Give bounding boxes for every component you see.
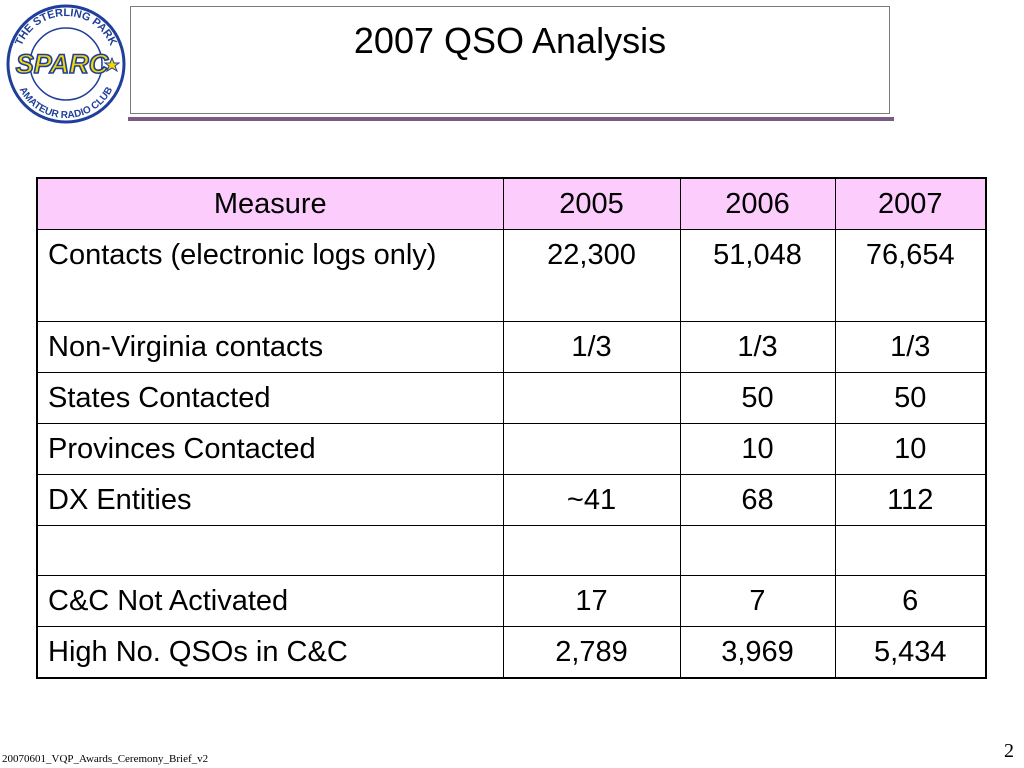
measure-cell: Contacts (electronic logs only)	[36, 229, 504, 322]
value-cell	[502, 372, 681, 424]
measure-cell: Provinces Contacted	[36, 423, 504, 475]
page-number: 2	[1004, 740, 1014, 762]
value-cell: 1/3	[679, 321, 836, 373]
value-cell	[834, 525, 987, 576]
value-cell: 5,434	[834, 626, 987, 679]
title-underline	[128, 117, 894, 121]
value-cell: 22,300	[502, 229, 681, 322]
value-cell: 7	[679, 575, 836, 627]
value-cell: ~41	[502, 474, 681, 526]
table-row: States Contacted 50 50	[36, 372, 987, 424]
value-cell	[679, 525, 836, 576]
table-row: High No. QSOs in C&C 2,789 3,969 5,434	[36, 626, 987, 679]
value-cell: 50	[679, 372, 836, 424]
value-cell: 68	[679, 474, 836, 526]
table-row: Contacts (electronic logs only) 22,300 5…	[36, 229, 987, 322]
star-icon	[103, 56, 121, 73]
measure-cell	[36, 525, 504, 576]
value-cell: 10	[834, 423, 987, 475]
measure-cell: DX Entities	[36, 474, 504, 526]
svg-text:SPARC: SPARC	[16, 49, 109, 79]
logo-wordmark: SPARC	[15, 48, 110, 80]
value-cell: 50	[834, 372, 987, 424]
sparc-logo: THE STERLING PARK AMATEUR RADIO CLUB SPA…	[6, 4, 126, 124]
header-measure: Measure	[36, 177, 504, 230]
table-row: C&C Not Activated 17 7 6	[36, 575, 987, 627]
value-cell: 6	[834, 575, 987, 627]
value-cell: 1/3	[834, 321, 987, 373]
slide-title: 2007 QSO Analysis	[353, 20, 667, 61]
measure-cell: Non-Virginia contacts	[36, 321, 504, 373]
table-row: Provinces Contacted 10 10	[36, 423, 987, 475]
header-2006: 2006	[679, 177, 836, 230]
value-cell: 51,048	[679, 229, 836, 322]
measure-cell: C&C Not Activated	[36, 575, 504, 627]
header-2005: 2005	[502, 177, 681, 230]
table-row-empty	[36, 525, 987, 576]
title-box: 2007 QSO Analysis	[130, 6, 890, 114]
value-cell: 10	[679, 423, 836, 475]
header-2007: 2007	[834, 177, 987, 230]
value-cell: 1/3	[502, 321, 681, 373]
value-cell: 76,654	[834, 229, 987, 322]
footer-filename: 20070601_VQP_Awards_Ceremony_Brief_v2	[2, 753, 209, 765]
measure-cell: High No. QSOs in C&C	[36, 626, 504, 679]
value-cell	[502, 423, 681, 475]
qso-analysis-table: Measure 2005 2006 2007 Contacts (electro…	[36, 177, 987, 679]
value-cell	[502, 525, 681, 576]
value-cell: 17	[502, 575, 681, 627]
value-cell: 2,789	[502, 626, 681, 679]
measure-cell: States Contacted	[36, 372, 504, 424]
value-cell: 112	[834, 474, 987, 526]
table-header-row: Measure 2005 2006 2007	[36, 177, 987, 230]
table-row: Non-Virginia contacts 1/3 1/3 1/3	[36, 321, 987, 373]
value-cell: 3,969	[679, 626, 836, 679]
table-row: DX Entities ~41 68 112	[36, 474, 987, 526]
